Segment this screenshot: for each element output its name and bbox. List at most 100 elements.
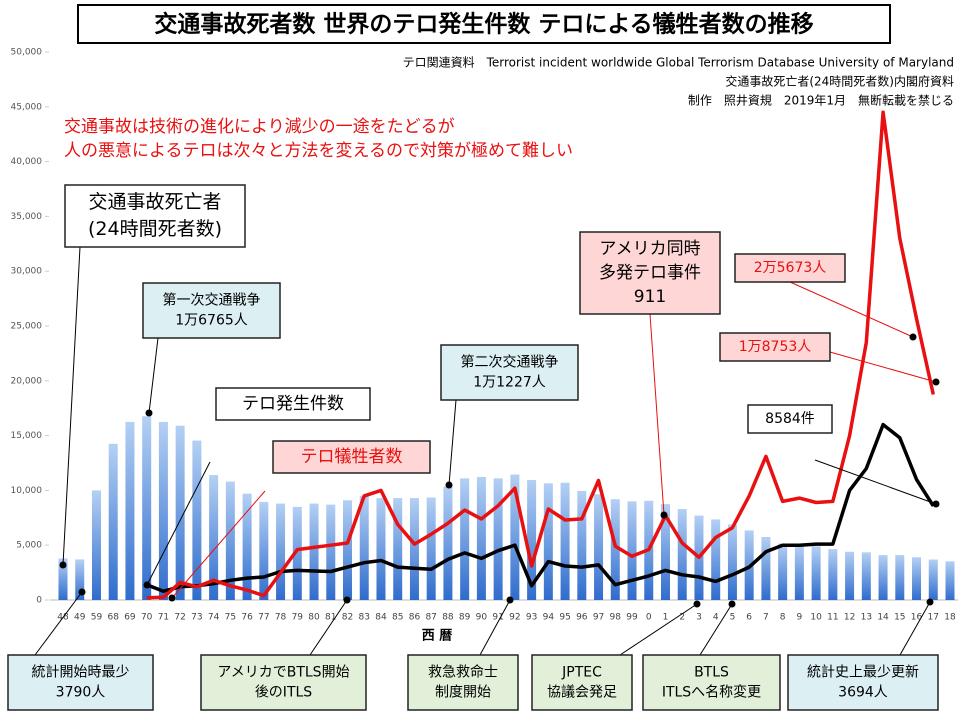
bar [125, 421, 135, 600]
bar [677, 509, 687, 600]
bar [778, 543, 788, 600]
bar [711, 519, 721, 600]
bar [326, 504, 336, 600]
bar [727, 524, 737, 600]
x-tick-label: 86 [409, 613, 421, 623]
bar [627, 501, 637, 600]
x-tick-label: 0 [646, 613, 652, 623]
bar [828, 549, 838, 600]
x-tick-label: 96 [576, 613, 588, 623]
x-tick-label: 85 [392, 613, 403, 623]
x-tick-label: 11 [827, 613, 838, 623]
bar [945, 561, 955, 600]
bar [443, 486, 453, 600]
annotation-box [747, 404, 833, 434]
pointer-dot [693, 600, 701, 608]
x-tick-label: 94 [543, 613, 555, 623]
bar [192, 440, 202, 600]
line [146, 422, 935, 593]
bar [577, 490, 587, 600]
x-tick-label: 72 [174, 613, 185, 623]
annotation-text: 多発テロ事件 [599, 263, 701, 283]
annotation-text: 2万5673人 [754, 260, 827, 276]
annotation-text: 救急救命士 [428, 664, 498, 681]
x-tick-label: 49 [74, 613, 86, 623]
bar [610, 499, 620, 600]
x-tick-label: 83 [359, 613, 370, 623]
annotation-box [407, 654, 519, 711]
x-tick-label: 12 [844, 613, 855, 623]
pointer [899, 601, 931, 656]
pointer [829, 351, 937, 383]
bar [460, 478, 470, 600]
pointer-dot [909, 333, 917, 341]
x-tick-label: 99 [626, 613, 638, 623]
bar [594, 494, 604, 600]
annotation-text: 協議会発足 [547, 683, 617, 700]
x-tick-label: 89 [459, 613, 471, 623]
x-tick-label: 8 [780, 613, 786, 623]
x-tick-label: 87 [425, 613, 436, 623]
pointer-dot [660, 511, 668, 519]
x-tick-label: 79 [292, 613, 304, 623]
x-tick-label: 6 [746, 613, 752, 623]
pointer [34, 591, 83, 656]
annotation-box [531, 654, 633, 711]
bar [527, 479, 537, 600]
pointer [448, 399, 457, 486]
annotation-box [642, 654, 781, 711]
annotation-text: 3694人 [838, 684, 888, 700]
annotation-box [215, 387, 371, 421]
bar [158, 421, 168, 600]
annotation-text: 8584件 [765, 411, 815, 427]
pointer [62, 246, 81, 566]
pointer [814, 459, 937, 505]
pointer-dot [932, 500, 940, 508]
annotation-text: アメリカでBTLS開始 [217, 665, 349, 681]
x-axis-label: 西 暦 [422, 629, 453, 644]
x-tick-label: 15 [894, 613, 905, 623]
annotation-text: BTLS [694, 665, 729, 681]
annotation-text: 1万6765人 [175, 312, 248, 328]
y-tick-label: 5,000 [16, 541, 42, 551]
pointer [146, 461, 211, 586]
annotation-text: JPTEC [561, 665, 602, 681]
bar [895, 555, 905, 600]
y-tick-label: 25,000 [11, 322, 43, 332]
annotation-box [734, 253, 846, 283]
bar [209, 475, 219, 600]
y-tick-label: 20,000 [11, 376, 43, 386]
x-tick-label: 91 [492, 613, 503, 623]
y-tick-label: 40,000 [11, 157, 43, 167]
bar [811, 546, 821, 600]
annotation-text: 後のITLS [255, 684, 312, 700]
bar [292, 506, 302, 600]
annotation-text: ITLSへ名称変更 [662, 683, 761, 700]
pointer-dot [145, 409, 153, 417]
bar [912, 557, 922, 600]
x-tick-label: 98 [610, 613, 622, 623]
annotation-box [787, 654, 939, 711]
pointer-dot [445, 481, 453, 489]
pointer [479, 599, 511, 656]
x-tick-label: 93 [526, 613, 537, 623]
bar [376, 498, 386, 600]
bar [309, 503, 319, 600]
bar [493, 478, 503, 600]
y-tick-label: 35,000 [11, 212, 43, 222]
pointer [789, 281, 914, 338]
bar [175, 425, 185, 600]
pointer [699, 603, 733, 656]
x-tick-label: 74 [208, 613, 220, 623]
title-box [77, 4, 891, 44]
y-tick-label: 15,000 [11, 431, 43, 441]
bar [861, 552, 871, 600]
x-tick-label: 1 [663, 613, 669, 623]
x-tick-label: 92 [509, 613, 520, 623]
bar [142, 416, 152, 600]
bar [426, 497, 436, 600]
x-tick-label: 18 [944, 613, 956, 623]
x-tick-label: 76 [241, 613, 253, 623]
x-tick-label: 69 [124, 613, 136, 623]
x-tick-label: 95 [559, 613, 570, 623]
